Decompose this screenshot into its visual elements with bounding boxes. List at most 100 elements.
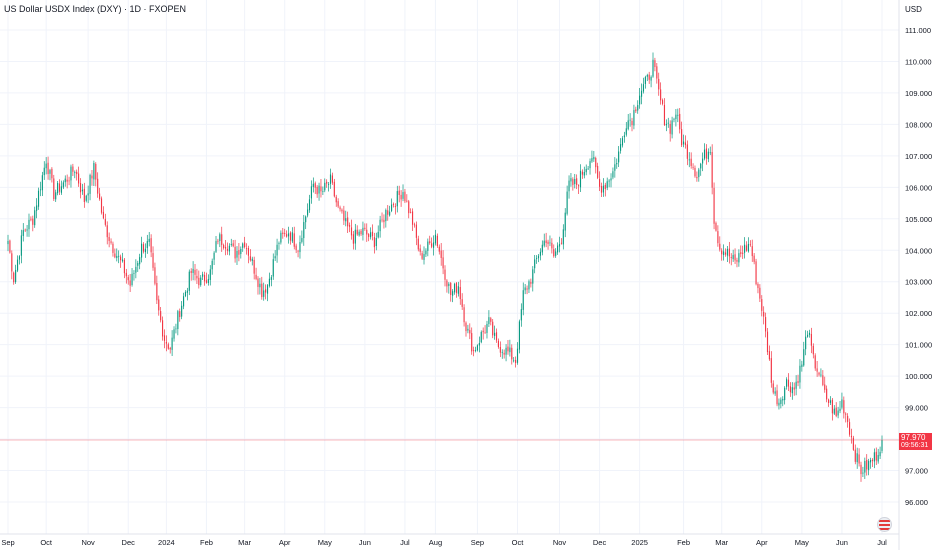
candle-body bbox=[37, 190, 40, 207]
candle-body bbox=[698, 169, 700, 178]
candle-body bbox=[432, 242, 435, 248]
candle-body bbox=[60, 186, 63, 193]
candle-body bbox=[583, 172, 585, 176]
candle-body bbox=[765, 317, 767, 332]
time-tick-label: Nov bbox=[553, 538, 567, 547]
candle-body bbox=[268, 278, 271, 286]
candle-body bbox=[45, 163, 47, 169]
candle-body bbox=[528, 281, 530, 290]
candle-body bbox=[76, 171, 78, 175]
time-tick-label: Feb bbox=[677, 538, 690, 547]
candle-body bbox=[862, 472, 864, 474]
candle-body bbox=[814, 355, 816, 369]
bar-countdown: 09:56:31 bbox=[901, 442, 929, 449]
candle-body bbox=[118, 255, 120, 257]
us-flag-icon[interactable] bbox=[877, 517, 892, 532]
candle-body bbox=[539, 251, 541, 256]
currency-label[interactable]: USD bbox=[905, 5, 922, 14]
candle-body bbox=[402, 192, 404, 199]
candle-body bbox=[845, 413, 847, 415]
candle-body bbox=[824, 384, 826, 390]
candle-body bbox=[146, 240, 148, 249]
candle-body bbox=[543, 240, 545, 246]
candle-body bbox=[337, 201, 339, 207]
candle-body bbox=[226, 248, 229, 251]
time-tick-label: Nov bbox=[81, 538, 95, 547]
candle-body bbox=[780, 399, 782, 404]
candle-body bbox=[564, 212, 566, 231]
candle-body bbox=[774, 391, 776, 394]
candle-body bbox=[724, 252, 727, 255]
candle-body bbox=[526, 288, 528, 290]
candle-body bbox=[326, 181, 328, 184]
candle-body bbox=[213, 252, 215, 260]
candle-body bbox=[131, 273, 133, 286]
candle-body bbox=[51, 168, 53, 179]
candle-body bbox=[652, 59, 654, 77]
candle-body bbox=[484, 332, 486, 334]
candle-body bbox=[513, 360, 515, 362]
candle-body bbox=[848, 422, 851, 435]
candle-body bbox=[576, 178, 578, 186]
candle-body bbox=[696, 176, 698, 179]
candle-body bbox=[793, 387, 795, 390]
candle-body bbox=[335, 196, 337, 203]
candle-body bbox=[167, 344, 169, 349]
candle-body bbox=[242, 243, 244, 248]
time-axis[interactable]: Sep Oct Nov Dec 2024 Feb Mar Apr May Jun Jul Aug Sep… bbox=[1, 538, 887, 547]
time-tick-label: Dec bbox=[122, 538, 136, 547]
candle-body bbox=[310, 186, 312, 199]
candle-body bbox=[364, 227, 366, 229]
last-price-tag: 97.970 09:56:31 bbox=[899, 433, 932, 450]
candle-body bbox=[43, 167, 45, 176]
candle-body bbox=[766, 331, 769, 353]
candle-body bbox=[482, 330, 484, 333]
symbol-title[interactable]: US Dollar USDX Index (DXY) · 1D · FXOPEN bbox=[4, 4, 187, 14]
candle-body bbox=[511, 347, 513, 360]
candle-body bbox=[585, 168, 587, 173]
candle-body bbox=[85, 195, 87, 201]
time-tick-label: Apr bbox=[279, 538, 291, 547]
candle-body bbox=[690, 158, 692, 166]
candle-body bbox=[789, 386, 791, 393]
candle-body bbox=[776, 390, 778, 405]
time-tick-label: Sep bbox=[471, 538, 484, 547]
candle-body bbox=[768, 351, 770, 360]
candle-body bbox=[522, 290, 524, 310]
candle-body bbox=[465, 322, 467, 332]
price-tick-label: 101.000 bbox=[905, 341, 932, 350]
candle-body bbox=[864, 461, 866, 473]
candle-body bbox=[812, 345, 814, 355]
candle-body bbox=[587, 168, 589, 170]
candle-body bbox=[240, 248, 242, 255]
candle-body bbox=[389, 211, 391, 216]
candle-body bbox=[356, 229, 358, 235]
candle-body bbox=[791, 387, 793, 394]
candle-body bbox=[144, 248, 146, 253]
candle-body bbox=[102, 211, 104, 219]
candle-body bbox=[379, 219, 381, 232]
candle-body bbox=[713, 187, 715, 224]
candle-body bbox=[473, 350, 475, 351]
candle-body bbox=[875, 451, 877, 461]
candle-body bbox=[152, 253, 154, 268]
candle-body bbox=[818, 372, 820, 375]
time-tick-label: 2024 bbox=[158, 538, 175, 547]
candle-body bbox=[457, 286, 459, 294]
candle-body bbox=[450, 282, 452, 295]
candle-body bbox=[154, 267, 156, 284]
candle-body bbox=[368, 234, 370, 237]
candle-body bbox=[787, 379, 790, 387]
candle-body bbox=[751, 246, 753, 257]
candle-body bbox=[661, 100, 664, 104]
candle-body bbox=[471, 333, 473, 352]
candle-body bbox=[782, 398, 784, 401]
candle-body bbox=[881, 440, 883, 451]
candle-body bbox=[64, 178, 66, 183]
candle-body bbox=[16, 259, 19, 271]
candle-body bbox=[41, 175, 43, 191]
candle-body bbox=[97, 178, 99, 194]
candle-body bbox=[9, 240, 11, 253]
candle-body bbox=[95, 163, 97, 180]
